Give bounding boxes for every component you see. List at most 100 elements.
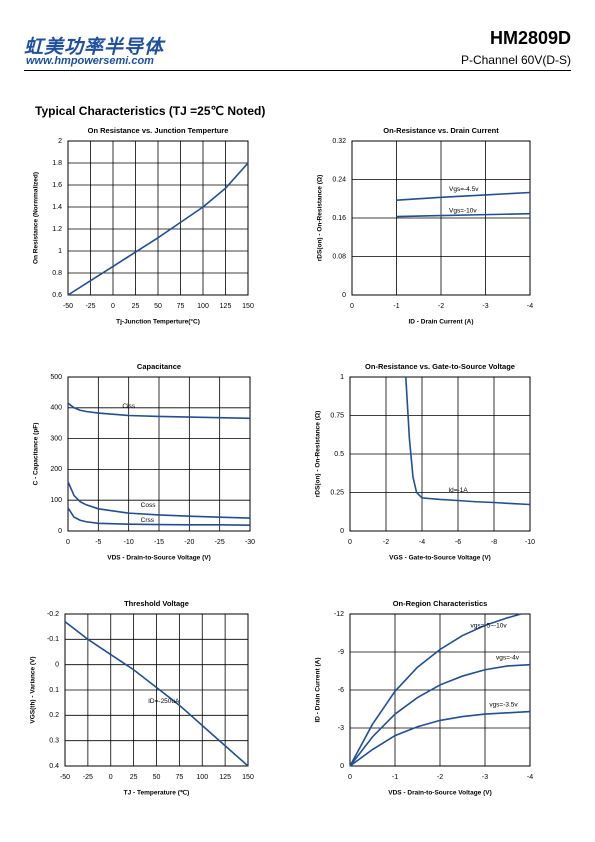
section-title: Typical Characteristics (TJ =25℃ Noted) [35,104,266,118]
x-tick-label: -10 [124,539,134,546]
series-line [396,191,531,201]
x-tick-label: 0 [111,303,115,310]
part-description: P-Channel 60V(D-S) [460,53,571,67]
x-tick-label: 50 [154,303,162,310]
y-tick-label: 0 [58,528,62,535]
series-line [64,620,249,767]
y-tick-label: -0.2 [47,611,59,618]
plot-frame [351,140,531,296]
series-label: Crss [141,517,155,524]
x-tick-label: -1 [392,774,398,781]
x-tick-label: 50 [153,774,161,781]
x-tick-label: 0 [350,303,354,310]
x-tick-label: -2 [438,303,444,310]
series-label: Ciss [122,403,135,410]
y-tick-label: -6 [338,687,344,694]
y-tick-label: 1 [58,248,62,255]
chart-title: Capacitance [137,362,181,371]
x-tick-label: -1 [393,303,399,310]
series-label: vgs=-4v [496,655,520,662]
y-tick-label: 0.16 [332,215,346,222]
y-tick-label: 0.1 [49,687,59,694]
x-tick-label: -30 [245,539,255,546]
y-tick-label: 0.24 [332,176,346,183]
series-label: Coss [141,502,157,509]
x-tick-label: 125 [220,303,232,310]
plot-frame [64,613,249,767]
y-tick-label: 2 [58,138,62,145]
x-tick-label: 0 [109,774,113,781]
header-rule [24,70,571,71]
y-tick-label: 1.4 [52,204,62,211]
x-tick-label: -3 [482,774,488,781]
x-tick-label: -25 [83,774,93,781]
y-axis-label: rDS(on) - On-Resistance (Ω) [315,411,322,497]
x-tick-label: -4 [419,539,425,546]
x-tick-label: -10 [525,539,535,546]
x-axis-label: Tj-Junction Temperture(°C) [116,318,200,326]
chart-title: On-Resistance vs. Drain Current [383,126,499,135]
series-label: ID=-250uA [148,698,180,705]
y-tick-label: 0 [55,662,59,669]
y-tick-label: 200 [50,466,62,473]
y-axis-label: ID - Drain Current (A) [315,658,322,723]
series-label: Id=-1A [448,487,468,494]
y-tick-label: 0 [340,528,344,535]
y-tick-label: 0.5 [334,451,344,458]
x-tick-label: 25 [132,303,140,310]
series-line [405,376,531,506]
x-tick-label: -3 [482,303,488,310]
y-axis-label: On Resistance (Normmalized) [33,172,40,264]
y-axis-label: C - Capacitance (pF) [33,423,40,486]
y-tick-label: 0.32 [332,138,346,145]
part-number: HM2809D [489,28,571,48]
x-tick-label: -5 [95,539,101,546]
y-tick-label: 0.6 [52,292,62,299]
series-label: vgs=-3.5v [489,702,518,709]
x-tick-label: -4 [527,774,533,781]
chart-title: On-Resistance vs. Gate-to-Source Voltage [365,362,515,371]
series-label: Vgs=-10v [449,207,477,214]
x-axis-label: ID - Drain Current (A) [409,319,474,326]
x-axis-label: VDS - Drain-to-Source Voltage (V) [107,555,211,562]
y-tick-label: -0.1 [47,636,59,643]
x-tick-label: 100 [196,774,208,781]
y-axis-label: rDS(on) - On-Resistance (Ω) [317,175,324,261]
y-tick-label: 1.8 [52,160,62,167]
y-tick-label: 0.8 [52,270,62,277]
y-tick-label: 0 [342,292,346,299]
series-line [67,162,249,296]
chart-title: On Resistance vs. Junction Temperture [88,126,229,135]
series-line [396,212,531,218]
plot-frame [67,140,249,296]
x-axis-label: VGS - Gate-to-Source Voltage (V) [389,555,491,562]
brand: 虹美功率半导体 [24,37,165,58]
series-line [67,402,251,420]
y-tick-label: 400 [50,405,62,412]
y-axis-label: VGS(th) - Variance (V) [30,656,37,723]
y-tick-label: 0.08 [332,253,346,260]
x-tick-label: -15 [154,539,164,546]
chart-title: Threshold Voltage [124,599,189,608]
series-label: Vgs=-4.5v [449,186,479,193]
y-tick-label: 0.25 [330,489,344,496]
website: www.hmpowersemi.com [26,55,154,67]
series-label: vgs=-5~-10v [471,622,508,629]
plot-frame [349,376,531,532]
x-tick-label: -6 [455,539,461,546]
y-tick-label: 0 [340,763,344,770]
x-tick-label: -25 [85,303,95,310]
chart-title: On-Region Characteristics [393,599,488,608]
x-tick-label: -20 [184,539,194,546]
x-tick-label: 0 [348,539,352,546]
x-tick-label: 125 [219,774,231,781]
x-axis-label: TJ - Temperature (℃) [124,789,190,797]
x-tick-label: 25 [130,774,138,781]
x-tick-label: 75 [177,303,185,310]
x-tick-label: -4 [527,303,533,310]
y-tick-label: 0.75 [330,412,344,419]
x-tick-label: 150 [242,303,254,310]
plot-frame [67,376,251,532]
